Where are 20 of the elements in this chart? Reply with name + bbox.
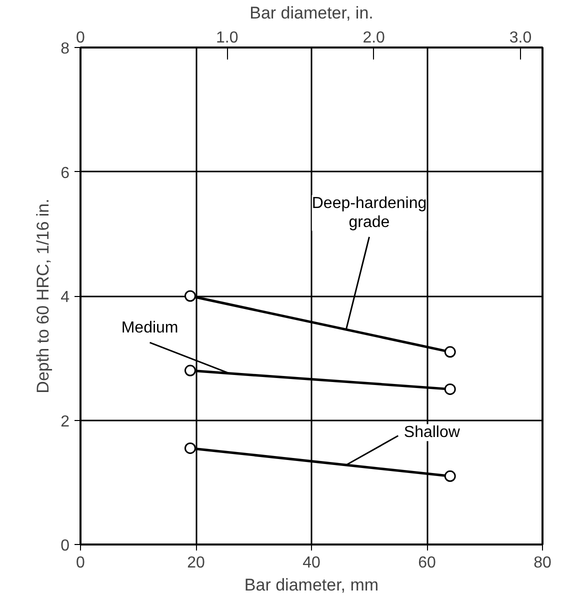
series-label: Medium [121,319,178,336]
x-tick-label: 40 [302,554,320,572]
y-tick-label: 6 [60,164,70,182]
x-tick-label: 20 [187,554,205,572]
series-label: Shallow [404,424,460,442]
text: Deep-hardening grade [312,195,427,231]
x-tick-label: 60 [418,554,436,572]
x2-tick-label: 0 [76,30,86,46]
x-tick-label: 80 [534,554,552,572]
x2-axis-title: Bar diameter, in. [250,4,374,22]
y-tick-label: 0 [60,538,70,554]
x-axis-title: Bar diameter, mm [244,576,379,594]
x2-tick-label: 2.0 [362,30,386,46]
y-tick-label: 8 [60,40,70,58]
x2-tick-label: 1.0 [216,30,238,46]
y-tick-label: 2 [60,413,70,430]
y-tick-label: 4 [60,289,70,306]
x2-tick-label: 3.0 [509,30,532,46]
y-axis-title: Depth to 60 HRC, 1/16 in. [34,198,53,394]
x-tick-label: 0 [76,554,86,572]
